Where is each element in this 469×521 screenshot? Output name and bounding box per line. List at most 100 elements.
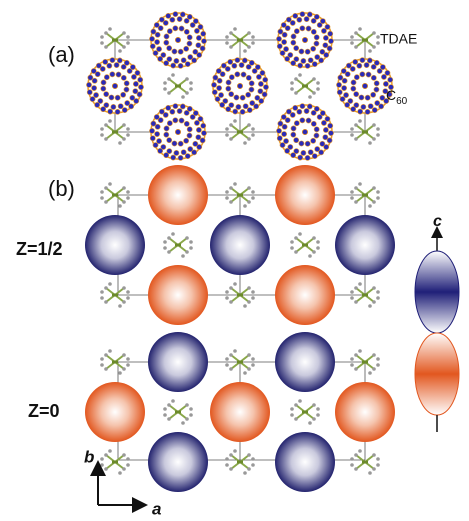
c60-molecule: [86, 57, 144, 115]
carbon-atom: [237, 83, 243, 89]
tdae-molecule: [163, 399, 193, 425]
carbon-atom: [163, 39, 170, 46]
carbon-atom: [337, 74, 344, 81]
carbon-atom: [287, 52, 294, 58]
atom: [376, 296, 380, 300]
panel-label: (b): [48, 176, 75, 201]
atom: [163, 87, 167, 91]
carbon-atom: [100, 106, 107, 113]
carbon-atom: [199, 137, 206, 144]
tdae-molecule: [100, 449, 130, 475]
atom: [225, 357, 229, 361]
atom: [354, 123, 358, 127]
carbon-atom: [134, 70, 141, 76]
atom: [126, 296, 130, 300]
atom: [229, 353, 233, 357]
carbon-atom: [340, 68, 347, 74]
atom: [247, 123, 251, 127]
tdae-molecule: [350, 349, 380, 375]
tdae-molecule: [100, 27, 130, 53]
carbon-atom: [299, 25, 306, 32]
carbon-atom: [97, 98, 104, 104]
carbon-atom: [175, 37, 181, 43]
atom: [100, 357, 104, 361]
carbon-atom: [258, 98, 265, 104]
carbon-atom: [157, 117, 164, 124]
carbon-atom: [323, 144, 330, 150]
carbon-atom: [310, 17, 317, 24]
carbon-atom: [113, 62, 120, 68]
carbon-atom: [179, 11, 186, 18]
carbon-atom: [359, 71, 366, 78]
carbon-atom: [133, 98, 140, 104]
carbon-atom: [109, 57, 116, 64]
atom: [118, 304, 122, 308]
carbon-atom: [321, 120, 327, 126]
carbon-atom: [281, 39, 288, 45]
carbon-atom: [277, 120, 284, 127]
carbon-atom: [322, 42, 329, 49]
carbon-atom: [166, 45, 173, 52]
carbon-atom: [387, 76, 394, 83]
carbon-atom: [245, 63, 252, 70]
atom: [376, 127, 380, 131]
atom: [243, 141, 247, 145]
carbon-atom: [180, 149, 187, 156]
carbon-atom: [290, 131, 297, 138]
atom: [185, 236, 189, 240]
carbon-atom: [313, 13, 320, 20]
carbon-atom: [211, 89, 218, 96]
carbon-atom: [129, 64, 136, 71]
carbon-atom: [186, 40, 193, 47]
tdae-molecule: [100, 282, 130, 308]
atom: [108, 119, 112, 123]
atom: [368, 204, 372, 208]
atom: [126, 463, 130, 467]
carbon-atom: [299, 103, 306, 110]
carbon-atom: [285, 108, 292, 115]
carbon-atom: [341, 77, 348, 84]
atom: [122, 300, 126, 304]
atom: [350, 190, 354, 194]
atom: [368, 304, 372, 308]
carbon-atom: [280, 22, 287, 28]
carbon-atom: [158, 16, 165, 23]
carbon-atom: [298, 48, 305, 55]
atom: [163, 246, 167, 250]
atom: [233, 27, 237, 31]
tdae-molecule: [350, 182, 380, 208]
c60-molecule: [276, 11, 334, 69]
carbon-atom: [352, 59, 359, 65]
carbon-atom: [225, 106, 232, 113]
carbon-atom: [283, 46, 289, 52]
carbon-atom: [290, 125, 297, 132]
carbon-atom: [169, 16, 176, 23]
carbon-atom: [293, 120, 300, 127]
carbon-atom: [263, 84, 269, 91]
tdae-molecule: [290, 73, 320, 99]
atom: [251, 363, 255, 367]
carbon-atom: [371, 107, 378, 113]
atom: [126, 133, 130, 137]
atom: [233, 282, 237, 286]
carbon-atom: [307, 149, 314, 156]
atom: [372, 367, 376, 371]
carbon-atom: [343, 92, 349, 98]
carbon-atom: [234, 57, 241, 64]
atom: [350, 127, 354, 131]
atom: [100, 35, 104, 39]
carbon-atom: [163, 60, 170, 67]
carbon-atom: [191, 57, 198, 64]
carbon-atom: [172, 11, 179, 18]
atom: [171, 399, 175, 403]
atom: [354, 286, 358, 290]
atom: [350, 290, 354, 294]
carbon-atom: [152, 50, 159, 56]
carbon-atom: [186, 105, 193, 112]
carbon-atom: [178, 25, 185, 32]
c60-text: C: [386, 87, 396, 103]
carbon-atom: [99, 66, 106, 72]
tdae-molecule: [225, 282, 255, 308]
carbon-atom: [341, 85, 348, 91]
atom: [358, 449, 362, 453]
